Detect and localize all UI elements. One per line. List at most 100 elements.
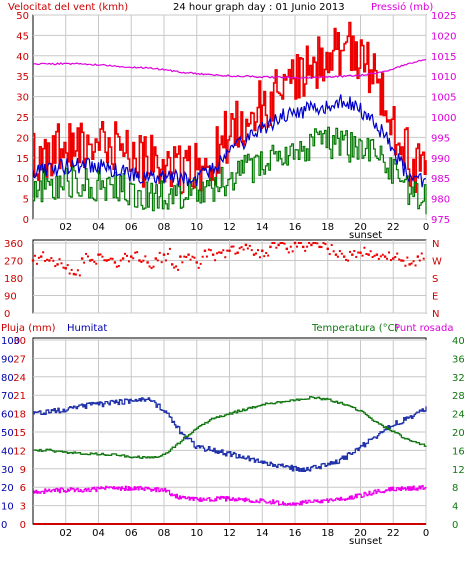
dewpoint-line	[33, 485, 427, 506]
direction-point	[93, 260, 96, 263]
pressure-tick-label: 1015	[431, 52, 456, 63]
direction-point	[78, 274, 81, 277]
direction-point	[72, 272, 76, 276]
humidity-axis: 0 10 20 30 40 50 60 70 80 90 100	[1, 336, 20, 531]
direction-point	[76, 269, 79, 272]
direction-chart-grid	[33, 240, 427, 314]
hour-tick-label: 16	[289, 528, 302, 539]
direction-point	[209, 249, 212, 252]
direction-point	[191, 255, 194, 258]
hour-tick-label: 18	[321, 222, 334, 233]
dewpoint-axis-title: Punt rosada	[394, 323, 453, 334]
direction-point	[285, 247, 289, 251]
hour-tick-label: 08	[158, 222, 171, 233]
direction-point	[189, 258, 192, 261]
direction-point	[330, 244, 333, 247]
hour-tick-label: 08	[158, 528, 171, 539]
rain-axis-title: Pluja (mm)	[1, 323, 56, 334]
humidity-tick-label: 50	[1, 428, 14, 439]
rain-axis: 0 3 6 9 12 15 18 21 24 27 30	[13, 336, 26, 531]
wind-speed-tick-label: 45	[16, 31, 29, 42]
direction-point	[306, 245, 309, 248]
direction-point	[136, 251, 139, 254]
direction-point	[281, 242, 284, 244]
direction-point	[152, 265, 155, 268]
direction-point	[132, 257, 135, 260]
temperature-axis: 0 4 8 12 16 20 24 28 32 36 40	[452, 336, 465, 531]
direction-point	[256, 249, 259, 252]
humidity-tick-label: 40	[1, 446, 14, 457]
direction-point	[250, 249, 253, 252]
direction-point	[224, 256, 227, 259]
hour-tick-label: 0	[423, 528, 429, 539]
direction-point	[316, 242, 319, 245]
direction-point	[146, 261, 149, 264]
direction-point	[150, 267, 153, 270]
temperature-tick-label: 4	[452, 502, 458, 513]
hour-tick-label: 02	[59, 222, 72, 233]
direction-point	[228, 249, 231, 252]
direction-point	[105, 259, 108, 262]
direction-compass-label: W	[432, 257, 442, 268]
wind-speed-tick-label: 15	[16, 154, 29, 165]
direction-point	[273, 242, 276, 244]
pressure-axis: 975 980 985 990 995 1000 1005 1010 1015 1020 1025	[431, 11, 456, 226]
direction-point	[242, 248, 245, 251]
direction-point	[56, 263, 59, 266]
hour-tick-label: 10	[190, 222, 203, 233]
pressure-tick-label: 975	[431, 215, 450, 226]
direction-point	[95, 262, 98, 265]
temperature-tick-label: 40	[452, 336, 465, 347]
direction-point	[359, 251, 362, 254]
direction-point	[394, 256, 397, 259]
direction-point	[203, 249, 207, 252]
hour-tick-label: 20	[354, 528, 367, 539]
direction-point	[111, 257, 114, 260]
rain-tick-label: 15	[13, 428, 26, 439]
wind-speed-axis-title: Velocitat del vent (kmh)	[8, 2, 128, 13]
direction-point	[297, 242, 300, 244]
direction-point	[345, 258, 348, 261]
direction-point	[109, 257, 112, 260]
direction-point	[166, 252, 169, 255]
hour-tick-label: 04	[92, 222, 105, 233]
direction-degree-label: 180	[4, 274, 23, 285]
humidity-tick-label: 60	[1, 410, 14, 421]
direction-point	[89, 259, 92, 262]
direction-chart-points	[31, 241, 425, 277]
direction-point	[408, 263, 411, 266]
temperature-tick-label: 0	[452, 520, 458, 531]
direction-point	[119, 259, 122, 262]
direction-point	[314, 242, 317, 244]
humidity-tick-label: 10	[1, 502, 14, 513]
temperature-tick-label: 28	[452, 391, 465, 402]
direction-point	[271, 242, 274, 244]
humidity-tick-label: 70	[1, 391, 14, 402]
pressure-axis-title: Pressió (mb)	[371, 1, 433, 13]
direction-point	[103, 259, 106, 262]
direction-point	[195, 261, 198, 264]
direction-point	[46, 258, 49, 261]
hour-tick-label: 20	[354, 222, 367, 233]
wind-min-line	[33, 126, 427, 215]
direction-point	[124, 252, 127, 255]
pressure-tick-label: 985	[431, 174, 450, 185]
humidity-tick-label: 0	[1, 520, 7, 531]
direction-point	[70, 268, 73, 271]
direction-point	[406, 256, 409, 259]
direction-point	[299, 242, 302, 244]
pressure-line	[32, 58, 427, 80]
pressure-tick-label: 1005	[431, 93, 456, 104]
direction-point	[342, 255, 346, 258]
direction-point	[326, 247, 329, 251]
direction-point	[279, 242, 282, 244]
direction-point	[35, 262, 38, 265]
temperature-tick-label: 8	[452, 483, 458, 494]
hour-tick-label: 06	[125, 528, 138, 539]
rain-tick-label: 24	[13, 373, 26, 384]
direction-point	[377, 257, 380, 260]
wind-speed-tick-label: 10	[16, 174, 29, 185]
wind-average-line	[32, 94, 426, 188]
